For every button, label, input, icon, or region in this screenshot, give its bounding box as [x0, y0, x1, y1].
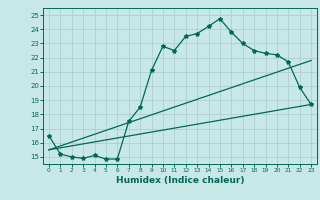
X-axis label: Humidex (Indice chaleur): Humidex (Indice chaleur) — [116, 176, 244, 185]
